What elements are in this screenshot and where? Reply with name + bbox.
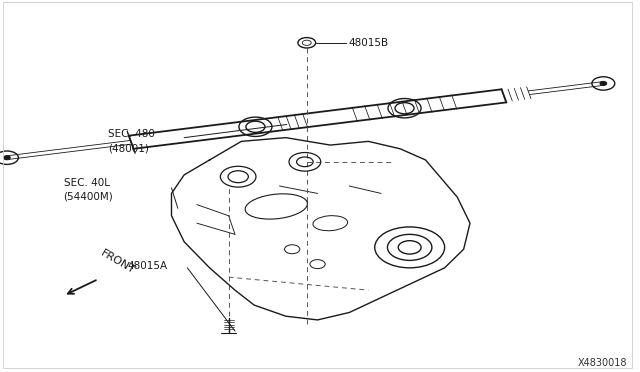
Text: SEC. 40L: SEC. 40L: [63, 178, 109, 188]
Text: (48001): (48001): [108, 144, 149, 154]
Circle shape: [4, 156, 10, 160]
Text: X4830018: X4830018: [578, 358, 627, 368]
Text: (54400M): (54400M): [63, 192, 113, 201]
Text: 48015A: 48015A: [127, 261, 167, 271]
Text: 48015B: 48015B: [348, 38, 388, 48]
Text: FRONT: FRONT: [99, 248, 136, 275]
Circle shape: [600, 81, 607, 85]
Text: SEC. 480: SEC. 480: [108, 129, 155, 139]
